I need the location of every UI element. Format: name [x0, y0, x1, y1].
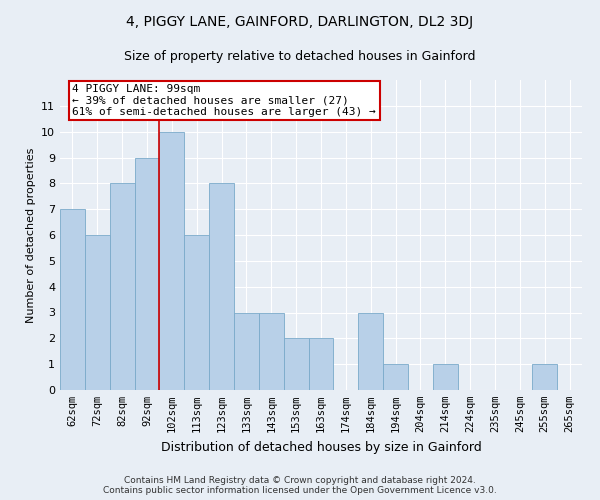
Text: 4 PIGGY LANE: 99sqm
← 39% of detached houses are smaller (27)
61% of semi-detach: 4 PIGGY LANE: 99sqm ← 39% of detached ho… — [73, 84, 376, 117]
Bar — [134, 158, 160, 390]
X-axis label: Distribution of detached houses by size in Gainford: Distribution of detached houses by size … — [161, 440, 481, 454]
Bar — [383, 364, 408, 390]
Bar — [308, 338, 334, 390]
Bar — [160, 132, 184, 390]
Bar — [234, 312, 259, 390]
Text: Size of property relative to detached houses in Gainford: Size of property relative to detached ho… — [124, 50, 476, 63]
Bar — [284, 338, 308, 390]
Bar — [60, 209, 85, 390]
Bar — [532, 364, 557, 390]
Bar — [209, 184, 234, 390]
Bar — [433, 364, 458, 390]
Bar — [85, 235, 110, 390]
Bar — [184, 235, 209, 390]
Bar — [259, 312, 284, 390]
Text: 4, PIGGY LANE, GAINFORD, DARLINGTON, DL2 3DJ: 4, PIGGY LANE, GAINFORD, DARLINGTON, DL2… — [127, 15, 473, 29]
Y-axis label: Number of detached properties: Number of detached properties — [26, 148, 35, 322]
Bar — [110, 184, 134, 390]
Text: Contains HM Land Registry data © Crown copyright and database right 2024.
Contai: Contains HM Land Registry data © Crown c… — [103, 476, 497, 495]
Bar — [358, 312, 383, 390]
